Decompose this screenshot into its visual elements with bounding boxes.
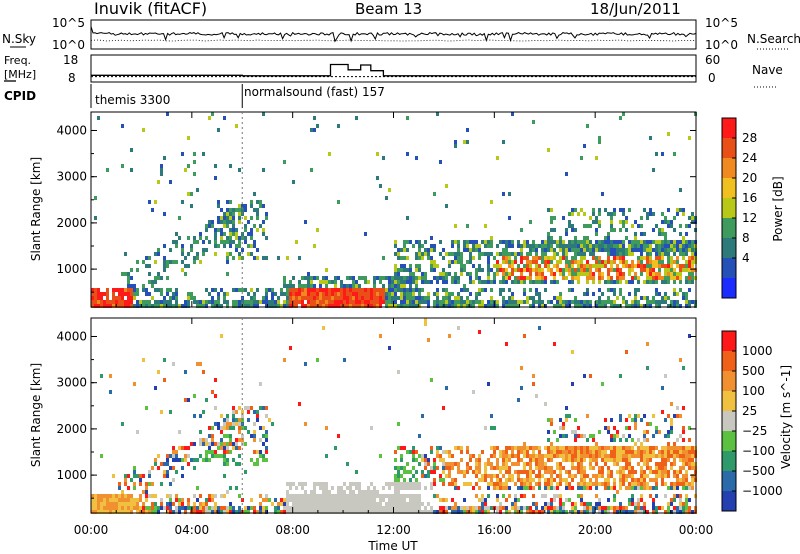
ytick-label: 1000 [56, 468, 87, 482]
velocity-panel: 1000 2000 3000 4000 Slant Range [km] 1000 50… [29, 317, 793, 514]
colorbar-tick-label: 1000 [742, 344, 773, 358]
colorbar-tick-label: 24 [742, 151, 757, 165]
velocity-colorbar: 1000 500 100 25 −25 −100 −500 −1000 [721, 330, 783, 512]
ytick-label: 2000 [56, 216, 87, 230]
ytick-label: 4000 [56, 123, 87, 137]
date-title: 18/Jun/2011 [590, 0, 681, 18]
freq-trace [91, 63, 696, 77]
xtick-label: 12:00 [376, 523, 411, 537]
xtick-label: 04:00 [175, 523, 210, 537]
xtick-label: 00:00 [74, 523, 109, 537]
station-title: Inuvik (fitACF) [94, 0, 207, 18]
colorbar-tick-label: −25 [742, 424, 767, 438]
ytick-label: 3000 [56, 170, 87, 184]
freq-label-line2: [MHz] [4, 68, 36, 81]
nsearch-tick-top: 10^5 [705, 16, 738, 30]
colorbar-tick-label: 12 [742, 211, 757, 225]
freq-panel: Freq. [MHz] 18 8 Nave 60 0 [4, 53, 783, 88]
colorbar-tick-label: 28 [742, 131, 757, 145]
nsearch-tick-bottom: 10^0 [705, 38, 738, 52]
colorbar-tick-label: 8 [742, 231, 750, 245]
colorbar-tick-label: −1000 [742, 484, 783, 498]
freq-tick-bottom: 8 [68, 71, 76, 85]
velocity-data-cells [91, 318, 697, 514]
nave-label: Nave [752, 63, 783, 77]
nsearch-trace [90, 39, 697, 42]
power-ylabel: Slant Range [km] [29, 157, 43, 261]
colorbar-tick-label: 16 [742, 191, 757, 205]
ytick-label: 1000 [56, 262, 87, 276]
colorbar-tick-label: 4 [742, 251, 750, 265]
nsky-tick-bottom: 10^0 [52, 38, 85, 52]
cpid-program-0: themis 3300 [95, 93, 170, 107]
cpid-panel: CPID themis 3300 normalsound (fast) 157 [4, 84, 385, 108]
cpid-program-1: normalsound (fast) 157 [244, 85, 385, 99]
xtick-label: 08:00 [275, 523, 310, 537]
nsky-tick-top: 10^5 [52, 16, 85, 30]
xtick-label: 20:00 [578, 523, 613, 537]
colorbar-tick-label: 20 [742, 171, 757, 185]
cpid-label: CPID [4, 89, 36, 103]
nave-tick-top: 60 [705, 53, 720, 67]
colorbar-tick-label: 100 [742, 384, 765, 398]
nsky-label: N.Sky [2, 32, 36, 46]
nsearch-label: N.Search [747, 32, 800, 46]
nave-tick-bottom: 0 [708, 71, 716, 85]
freq-label-line1: Freq. [4, 54, 31, 67]
velocity-colorbar-label: Velocity [m s^-1] [779, 365, 793, 469]
xtick-label: 00:00 [679, 523, 714, 537]
power-data-cells [91, 112, 697, 308]
ytick-label: 3000 [56, 376, 87, 390]
xtick-label: 16:00 [477, 523, 512, 537]
power-colorbar: 28 24 20 16 12 8 4 [721, 117, 757, 299]
time-axis: 00:00 04:00 08:00 12:00 16:00 20:00 00:00 [74, 112, 714, 537]
colorbar-tick-label: 25 [742, 404, 757, 418]
velocity-ylabel: Slant Range [km] [29, 363, 43, 467]
power-panel: 1000 2000 3000 4000 Slant Range [km] 28 24 20… [29, 111, 785, 308]
ytick-label: 4000 [56, 329, 87, 343]
colorbar-tick-label: −100 [742, 444, 775, 458]
beam-title: Beam 13 [355, 0, 422, 18]
power-colorbar-label: Power [dB] [771, 176, 785, 241]
colorbar-tick-label: −500 [742, 464, 775, 478]
ytick-label: 2000 [56, 422, 87, 436]
time-axis-label: Time UT [367, 539, 418, 553]
nsky-panel: N.Sky 10^5 10^0 N.Search 10^5 10^0 [2, 16, 800, 52]
colorbar-tick-label: 500 [742, 364, 765, 378]
nsky-trace [90, 26, 697, 43]
freq-tick-top: 18 [63, 53, 78, 67]
